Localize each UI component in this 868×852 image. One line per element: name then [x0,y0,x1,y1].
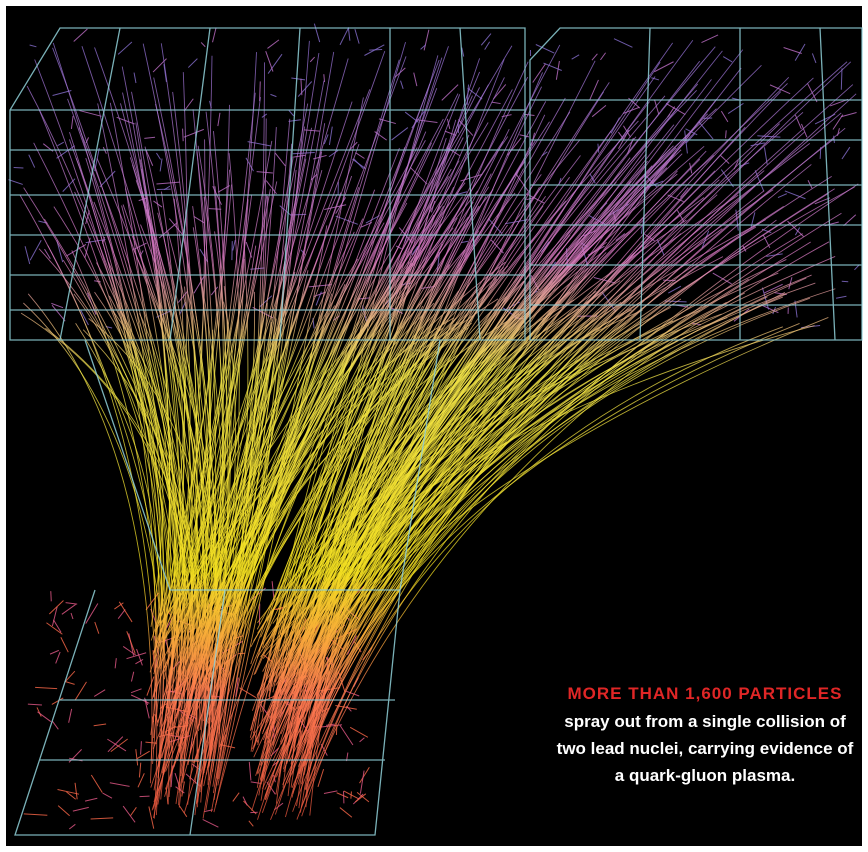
hit [842,281,848,282]
caption-heading: MORE THAN 1,600 PARTICLES [567,684,842,703]
hit [238,653,245,654]
hit [841,68,842,89]
caption-line: spray out from a single collision of [564,712,846,731]
hit [369,49,382,50]
collision-image: MORE THAN 1,600 PARTICLES spray out from… [0,0,868,852]
hit [726,130,727,138]
page: MORE THAN 1,600 PARTICLES spray out from… [0,0,868,852]
caption-line: two lead nuclei, carrying evidence of [557,739,854,758]
caption-line: a quark-gluon plasma. [615,766,795,785]
hit [209,209,221,210]
hit [183,129,184,142]
